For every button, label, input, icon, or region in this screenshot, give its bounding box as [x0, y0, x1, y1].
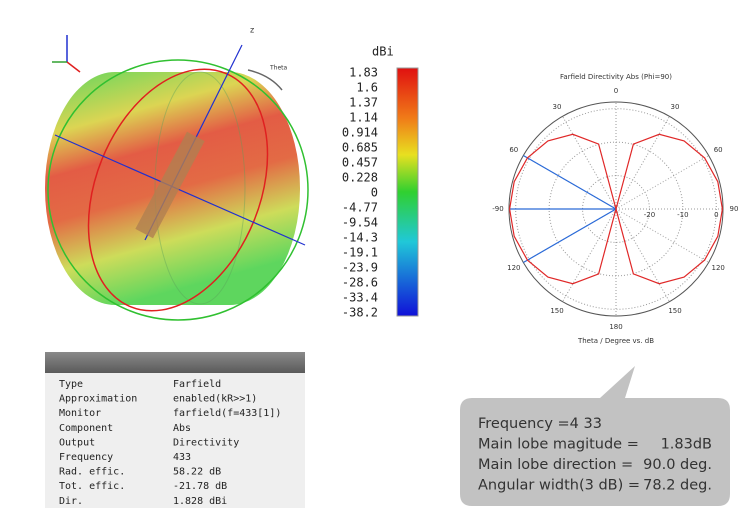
- r-tick-label: -20: [644, 211, 655, 219]
- table-key: Output: [59, 437, 95, 448]
- colorbar-label: 1.6: [356, 81, 378, 95]
- angle-label: 180: [609, 323, 622, 331]
- antenna: [135, 131, 205, 239]
- axis-line: [54, 134, 306, 246]
- angle-label: 150: [668, 307, 681, 315]
- table-header: [45, 352, 305, 373]
- colorbar-label: -14.3: [342, 231, 378, 245]
- table-value: 58.22 dB: [173, 467, 221, 478]
- grid-spoke: [615, 208, 709, 263]
- colorbar-label: -33.4: [342, 291, 378, 305]
- colorbar-label: -38.2: [342, 306, 378, 320]
- table-key: Frequency: [59, 452, 113, 463]
- triad: [66, 61, 81, 73]
- table-value: farfield(f=433[1]): [173, 408, 281, 419]
- axis-label: z: [250, 26, 254, 35]
- table-value: -21.78 dB: [173, 481, 227, 492]
- grid-spoke: [615, 116, 670, 210]
- callout-value: 78.2 deg.: [643, 478, 712, 494]
- table-key: Monitor: [59, 408, 101, 419]
- callout-label: Main lobe direction =: [478, 457, 633, 473]
- direction-line: [523, 208, 617, 264]
- table-key: Approximation: [59, 394, 137, 405]
- angle-label: 30: [671, 103, 680, 111]
- grid-spoke: [562, 208, 617, 302]
- pattern-line: [508, 133, 724, 285]
- phi-circle: [47, 59, 309, 321]
- colorbar-label: 0.685: [342, 141, 378, 155]
- callout-label: Main lobe magitude =: [478, 437, 639, 453]
- grid-spoke: [615, 208, 670, 302]
- angle-label: 120: [712, 264, 725, 272]
- grid-spoke: [615, 155, 709, 210]
- table-key: Tot. effic.: [59, 481, 125, 492]
- axis-label: Theta: [269, 65, 288, 72]
- colorbar-label: -23.9: [342, 261, 378, 275]
- colorbar-label: 0.228: [342, 171, 378, 185]
- table-key: Dir.: [59, 496, 83, 507]
- table-value: Directivity: [173, 437, 239, 448]
- colorbar-unit: dBi: [372, 45, 394, 59]
- angle-label: 0: [614, 87, 618, 95]
- table-key: Component: [59, 423, 113, 434]
- angle-label: -90: [492, 205, 503, 213]
- colorbar-label: 0: [371, 186, 378, 200]
- grid-spoke: [562, 116, 617, 210]
- angle-label: 60: [714, 146, 723, 154]
- table-value: Abs: [173, 423, 191, 434]
- colorbar-label: -9.54: [342, 216, 378, 230]
- grid-circle: [515, 108, 717, 310]
- x-axis-title: Theta / Degree vs. dB: [577, 337, 654, 345]
- colorbar-label: -19.1: [342, 246, 378, 260]
- theta-circle: [87, 68, 269, 312]
- angle-label: 150: [550, 307, 563, 315]
- r-tick-label: 0: [714, 211, 718, 219]
- callout-value: 90.0 deg.: [643, 457, 712, 473]
- angle-label: 60: [509, 146, 518, 154]
- colorbar: [396, 67, 419, 317]
- table-key: Type: [59, 379, 83, 390]
- angle-label: 30: [553, 103, 562, 111]
- table-value: 1.828 dBi: [173, 496, 227, 507]
- colorbar-label: -4.77: [342, 201, 378, 215]
- callout: [460, 366, 730, 506]
- theta-arrow: [247, 69, 283, 91]
- pattern-3d: z Theta: [45, 26, 309, 321]
- callout-value: 1.83dB: [661, 437, 712, 453]
- angle-label: 120: [507, 264, 520, 272]
- colorbar-label: 1.83: [349, 66, 378, 80]
- direction-line: [523, 154, 617, 210]
- colorbar-label: 1.37: [349, 96, 378, 110]
- info-table: [45, 352, 305, 508]
- colorbar-label: 1.14: [349, 111, 378, 125]
- colorbar-label: -28.6: [342, 276, 378, 290]
- lobe-edge: [154, 71, 246, 305]
- chart-title: Farfield Directivity Abs (Phi=90): [560, 73, 672, 81]
- callout-label: Angular width(3 dB) =: [478, 478, 640, 494]
- r-tick-label: -10: [677, 211, 688, 219]
- colorbar-label: 0.457: [342, 156, 378, 170]
- angle-label: 90: [730, 205, 739, 213]
- table-value: 433: [173, 452, 191, 463]
- colorbar-label: 0.914: [342, 126, 378, 140]
- callout-label: Frequency =4 33: [478, 416, 602, 432]
- table-key: Rad. effic.: [59, 467, 125, 478]
- table-value: enabled(kR>>1): [173, 394, 257, 405]
- table-value: Farfield: [173, 379, 221, 390]
